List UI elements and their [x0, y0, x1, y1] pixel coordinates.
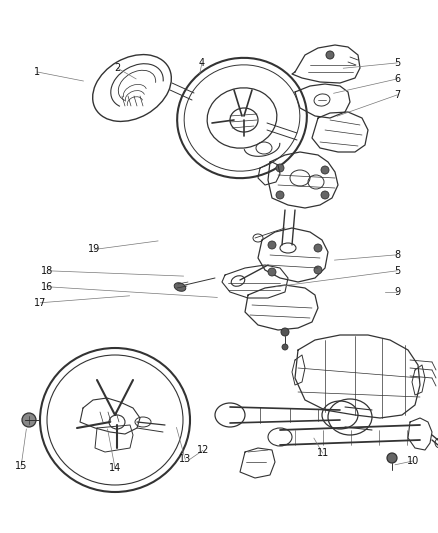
Text: 12: 12 [196, 446, 208, 455]
Text: 2: 2 [114, 63, 120, 73]
Ellipse shape [267, 241, 276, 249]
Ellipse shape [386, 453, 396, 463]
Text: 18: 18 [41, 266, 53, 276]
Ellipse shape [320, 166, 328, 174]
Text: 11: 11 [316, 448, 328, 458]
Ellipse shape [313, 244, 321, 252]
Text: 5: 5 [393, 266, 399, 276]
Ellipse shape [276, 164, 283, 172]
Ellipse shape [22, 413, 36, 427]
Text: 14: 14 [109, 463, 121, 473]
Text: 15: 15 [15, 462, 27, 471]
Text: 5: 5 [393, 58, 399, 68]
Text: 6: 6 [393, 74, 399, 84]
Text: 10: 10 [406, 456, 418, 466]
Text: 1: 1 [34, 67, 40, 77]
Text: 9: 9 [393, 287, 399, 297]
Ellipse shape [313, 266, 321, 274]
Ellipse shape [280, 328, 288, 336]
Ellipse shape [325, 51, 333, 59]
Text: 17: 17 [34, 298, 46, 308]
Text: 8: 8 [393, 250, 399, 260]
Ellipse shape [320, 191, 328, 199]
Ellipse shape [276, 191, 283, 199]
Text: 19: 19 [88, 245, 100, 254]
Ellipse shape [174, 282, 185, 291]
Text: 7: 7 [393, 90, 399, 100]
Text: 13: 13 [179, 455, 191, 464]
Text: 4: 4 [198, 58, 205, 68]
Text: 16: 16 [41, 282, 53, 292]
Ellipse shape [267, 268, 276, 276]
Ellipse shape [281, 344, 287, 350]
